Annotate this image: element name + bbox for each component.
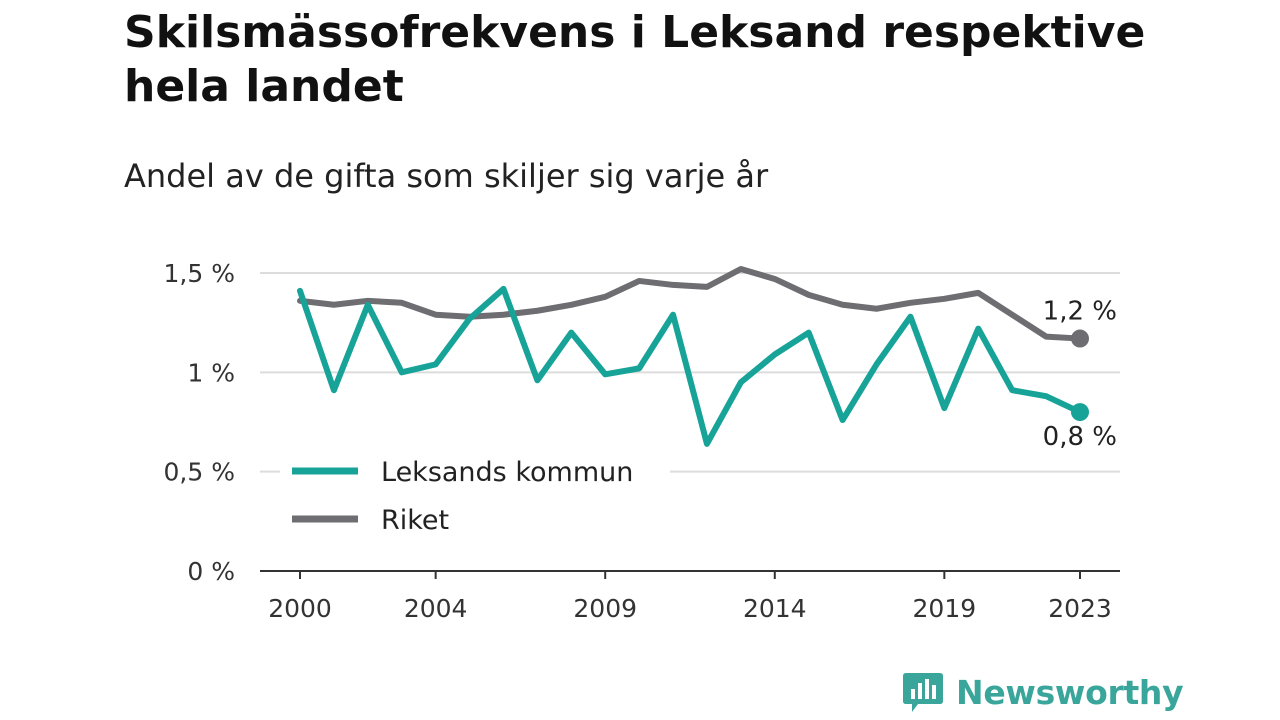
x-tick-label: 2009 bbox=[573, 594, 637, 623]
end-value-label: 0,8 % bbox=[1043, 422, 1117, 452]
x-tick-label: 2004 bbox=[404, 594, 468, 623]
chart-subtitle: Andel av de gifta som skiljer sig varje … bbox=[124, 157, 769, 195]
legend-label: Riket bbox=[381, 505, 449, 536]
chart-title: Skilsmässofrekvens i Leksand respektive … bbox=[124, 7, 1146, 112]
newsworthy-logo-icon bbox=[903, 673, 943, 712]
end-value-label: 1,2 % bbox=[1043, 297, 1117, 327]
x-tick-label: 2000 bbox=[268, 594, 332, 623]
y-tick-label: 1 % bbox=[187, 358, 235, 387]
x-axis: 2000 2004 2009 2014 2019 2023 bbox=[260, 570, 1120, 623]
x-tick-label: 2023 bbox=[1048, 594, 1112, 623]
legend-background bbox=[280, 448, 670, 548]
series-line bbox=[297, 285, 1083, 447]
brand-name: Newsworthy bbox=[956, 672, 1184, 712]
x-tick-label: 2019 bbox=[913, 594, 977, 623]
y-axis-labels: 0 % 0,5 % 1 % 1,5 % bbox=[164, 259, 235, 586]
y-tick-label: 0,5 % bbox=[164, 458, 235, 487]
series-endpoint bbox=[1071, 329, 1089, 348]
x-tick-label: 2014 bbox=[743, 594, 807, 623]
y-tick-label: 0 % bbox=[187, 557, 235, 586]
legend-label: Leksands kommun bbox=[381, 457, 633, 488]
newsworthy-logo: Newsworthy bbox=[902, 666, 1184, 718]
y-tick-label: 1,5 % bbox=[164, 259, 235, 288]
legend: Leksands kommun Riket bbox=[280, 448, 670, 548]
series-line bbox=[297, 266, 1083, 342]
series-lines bbox=[297, 266, 1083, 447]
series-endpoint bbox=[1071, 403, 1089, 422]
series-endpoints: 0,8 % 1,2 % bbox=[1043, 297, 1117, 453]
